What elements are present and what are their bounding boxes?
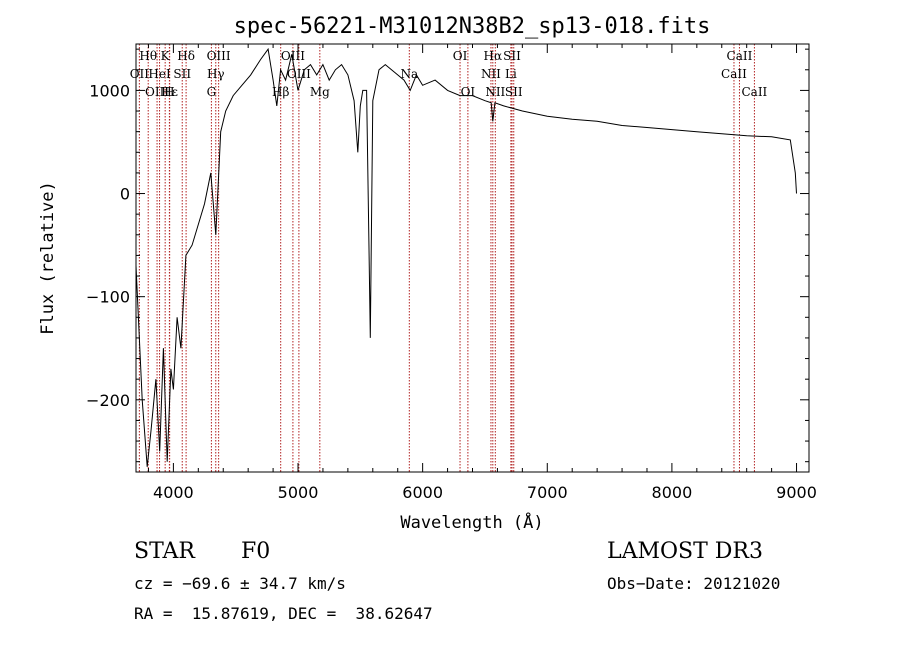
spectral-line-label: SII [503,49,521,63]
chart-title: spec-56221-M31012N38B2_sp13-018.fits [234,14,711,39]
x-axis-label: Wavelength (Å) [400,511,543,533]
x-axis: 4000 5000 6000 7000 8000 9000 [147,44,817,502]
x-tick-label: 5000 [278,483,319,502]
object-class: STAR [134,539,195,564]
y-axis: 1000 0 −100 −200 [86,48,809,463]
obs-date-text: Obs−Date: 20121020 [607,574,781,593]
spectral-line-label: Li [505,67,517,81]
spectral-line-label: CaII [721,67,747,81]
y-tick-label: −200 [86,391,130,410]
spectral-line-label: Hβ [272,85,289,99]
x-tick-label: 9000 [776,483,817,502]
spectral-line-label: SII [505,85,523,99]
x-tick-label: 8000 [652,483,693,502]
coordinates-text: RA = 15.87619, DEC = 38.62647 [134,604,433,623]
x-tick-label: 7000 [527,483,568,502]
redshift-text: cz = −69.6 ± 34.7 km/s [134,574,346,593]
spectral-line-label: OII [130,67,150,81]
spectral-line-markers [138,44,755,472]
spectral-line-label: NII [481,67,501,81]
survey-name: LAMOST DR3 [607,539,763,564]
spectral-line-label: OI [453,49,468,63]
spectral-line-label: K [161,49,171,63]
spectral-line-label: CaII [727,49,753,63]
spectral-line-label: HeI [148,67,171,81]
spectral-line-label: G [207,85,217,99]
object-subclass: F0 [241,539,271,564]
spectrum-line [135,47,797,467]
y-tick-label: 1000 [89,81,130,100]
x-tick-label: 4000 [153,483,194,502]
spectral-line-label: SII [173,67,191,81]
spectral-line-label: OI [461,85,476,99]
spectral-line-label: Na [400,67,418,81]
spectral-line-label: Hδ [177,49,195,63]
spectral-line-label: CaII [741,85,767,99]
spectral-line-label: OIII [287,67,311,81]
y-tick-label: 0 [120,185,130,204]
spectral-line-label: Hα [484,49,503,63]
spectral-line-label: H [164,85,174,99]
y-tick-label: −100 [86,288,130,307]
spectral-line-label: Hγ [207,67,225,81]
x-tick-label: 6000 [402,483,443,502]
spectral-line-label: Hθ [139,49,157,63]
spectral-line-label: OIII [207,49,231,63]
spectral-line-label: OIII [145,85,169,99]
plot-frame [135,43,810,473]
spectral-line-label: Hε [161,85,178,99]
spectral-line-label: OIII [281,49,305,63]
spectral-line-label: Mg [310,85,330,99]
spectral-line-label: NII [485,85,505,99]
y-axis-label: Flux (relative) [38,181,58,335]
